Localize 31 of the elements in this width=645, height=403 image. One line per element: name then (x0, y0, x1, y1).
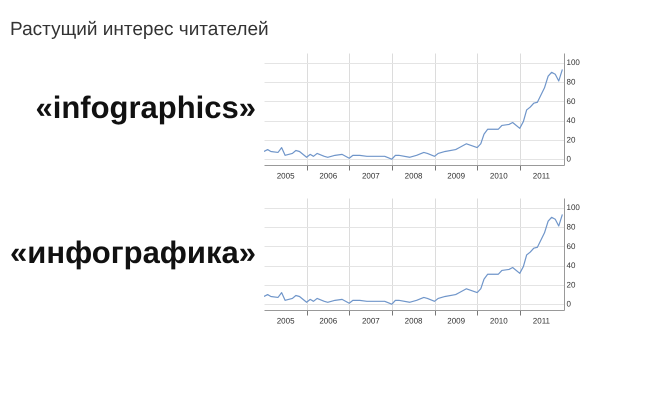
x-tick-label: 2010 (490, 316, 508, 326)
text: «инфографика» (10, 235, 256, 270)
y-tick-label: 80 (566, 77, 576, 86)
y-tick-label: 40 (566, 261, 576, 270)
text: Растущий интерес читателей (10, 19, 269, 40)
x-tick-label: 2007 (362, 172, 380, 180)
y-tick-label: 20 (566, 135, 576, 144)
y-tick-label: 40 (566, 116, 576, 126)
x-tick-label: 2011 (532, 172, 551, 180)
x-tick-label: 2006 (319, 172, 338, 180)
x-tick-label: 2005 (276, 316, 296, 326)
x-tick-label: 2006 (319, 316, 338, 326)
line-series (264, 68, 563, 160)
y-tick-label: 60 (566, 242, 576, 251)
x-tick-label: 2011 (532, 316, 551, 326)
y-tick-label: 100 (566, 58, 580, 68)
y-tick-label: 0 (566, 300, 572, 309)
y-tick-label: 0 (566, 154, 572, 164)
x-tick-label: 2008 (404, 172, 424, 180)
y-tick-label: 100 (566, 203, 580, 212)
x-tick-label: 2010 (490, 172, 508, 180)
x-tick-label: 2005 (276, 172, 296, 180)
x-tick-label: 2009 (447, 316, 466, 326)
y-tick-label: 20 (566, 280, 576, 290)
y-tick-label: 60 (566, 96, 576, 106)
line-series (264, 214, 563, 305)
text: «infographics» (36, 90, 256, 125)
x-tick-label: 2009 (447, 172, 466, 180)
y-tick-label: 80 (566, 222, 576, 232)
x-tick-label: 2007 (362, 316, 380, 326)
x-tick-label: 2008 (404, 316, 424, 326)
